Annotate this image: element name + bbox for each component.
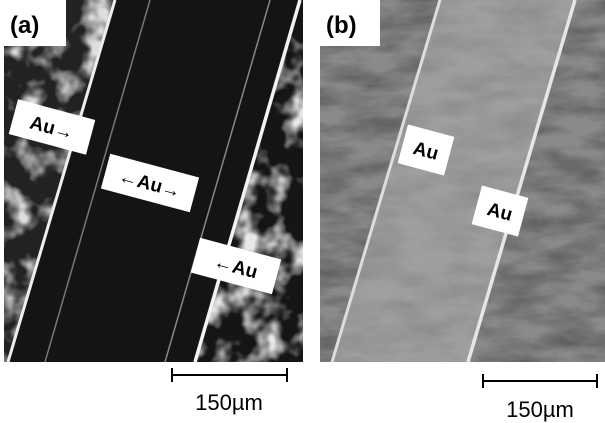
figure: (a) (b) Au→ ←Au→ ←Au Au Au 150µm 150µm [0,0,605,423]
panel-label: (b) [326,12,357,39]
panel-b-image [320,0,605,362]
scale-bar-label: 150µm [506,397,574,422]
scale-bar [483,374,597,388]
panel-label: (a) [10,12,39,39]
scale-bar [172,368,287,382]
scale-bar-label: 150µm [195,390,263,415]
